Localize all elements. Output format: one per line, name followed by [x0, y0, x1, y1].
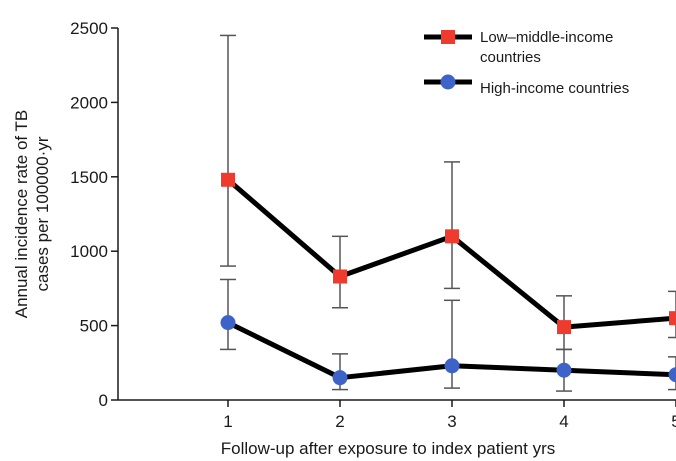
data-point: [668, 367, 676, 383]
y-tick-label: 2500: [70, 19, 108, 38]
data-point: [332, 370, 348, 386]
x-tick-label: 2: [335, 412, 344, 431]
y-tick-label: 0: [99, 391, 108, 410]
x-ticks: 1 2 3 4 5: [223, 400, 676, 431]
data-point: [669, 311, 676, 326]
y-tick-label: 2000: [70, 93, 108, 112]
data-point: [333, 269, 347, 284]
x-tick-label: 5: [671, 412, 676, 431]
series-1: [220, 34, 676, 351]
legend-item-2: High-income countries: [424, 74, 629, 97]
data-point: [444, 358, 460, 374]
data-point: [556, 362, 572, 378]
legend-marker: [440, 74, 456, 90]
axes: [117, 28, 676, 401]
legend-item-1: Low–middle-income countries: [424, 29, 613, 66]
legend: Low–middle-income countries High-income co…: [424, 29, 629, 97]
series-layer: [220, 34, 676, 392]
y-axis-title: Annual incidence rate of TB cases per 10…: [12, 110, 52, 319]
legend-marker: [441, 30, 455, 44]
y-tick-label: 1000: [70, 242, 108, 261]
legend-label: countries: [480, 49, 541, 66]
x-tick-label: 1: [223, 412, 232, 431]
legend-label: Low–middle-income: [480, 29, 613, 46]
series-2: [220, 278, 676, 392]
data-point: [221, 172, 235, 187]
y-axis-title-line-2: cases per 100000·yr: [33, 136, 52, 291]
y-tick-label: 500: [80, 317, 108, 336]
x-axis-title: Follow-up after exposure to index patien…: [221, 439, 556, 458]
x-tick-label: 4: [559, 412, 568, 431]
data-point: [220, 315, 236, 331]
legend-label: High-income countries: [480, 80, 629, 97]
y-ticks: 0 500 1000 1500 2000 2500: [70, 19, 118, 410]
data-point: [557, 320, 571, 335]
x-tick-label: 3: [447, 412, 456, 431]
y-tick-label: 1500: [70, 168, 108, 187]
y-axis-title-line-1: Annual incidence rate of TB: [12, 110, 31, 319]
data-point: [445, 229, 459, 244]
